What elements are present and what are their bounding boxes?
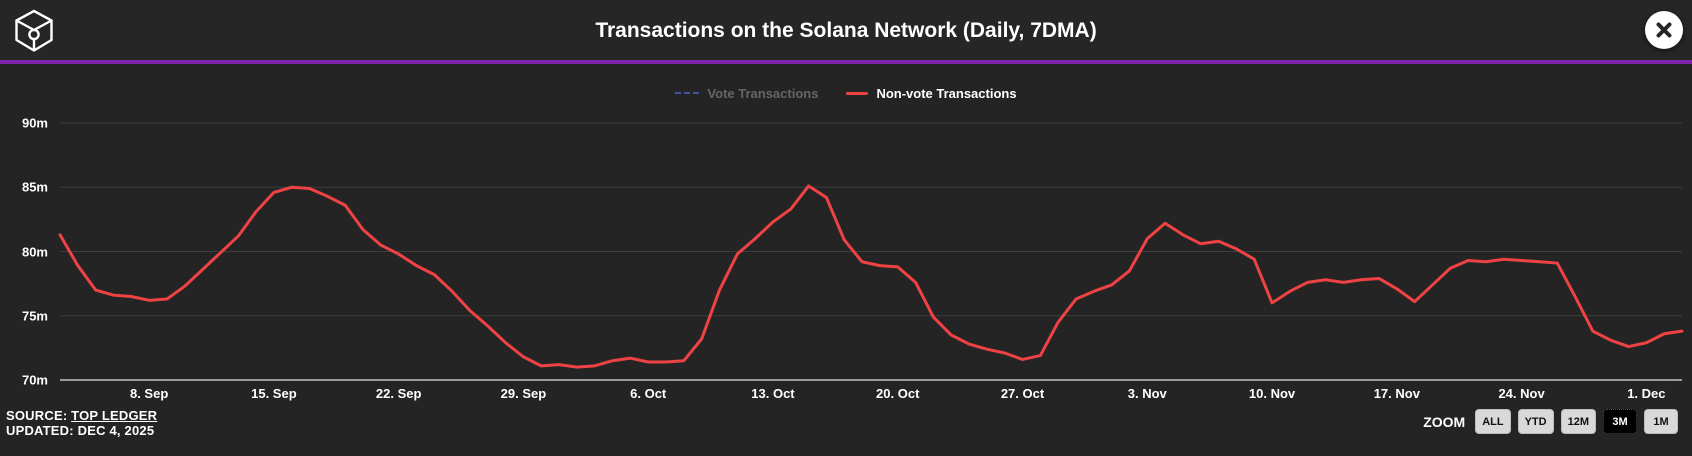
y-axis-label: 75m [21, 308, 48, 324]
y-axis-label: 70m [21, 372, 48, 388]
close-button[interactable] [1645, 11, 1683, 49]
page-title: Transactions on the Solana Network (Dail… [595, 19, 1097, 42]
zoom-label: ZOOM [1423, 413, 1466, 430]
chart-legend: Vote Transactions Non-vote Transactions [0, 83, 1692, 103]
zoom-button-ytd[interactable]: YTD [1517, 409, 1554, 434]
x-axis-label: 17. Nov [1373, 386, 1420, 401]
x-axis-label: 1. Dec [1627, 386, 1666, 401]
y-axis-label: 85m [21, 179, 48, 195]
legend-label: Vote Transactions [707, 85, 819, 101]
legend-label: Non-vote Transactions [876, 85, 1017, 101]
zoom-button-1m[interactable]: 1M [1644, 409, 1678, 434]
source-info: SOURCE: TOP LEDGER UPDATED: DEC 4, 2025 [6, 408, 157, 438]
zoom-button-12m[interactable]: 12M [1560, 409, 1596, 434]
x-axis-label: 8. Sep [129, 386, 169, 401]
close-icon [1656, 22, 1672, 38]
x-axis-label: 6. Oct [630, 386, 667, 401]
zoom-button-3m[interactable]: 3M [1603, 409, 1637, 434]
x-axis-label: 10. Nov [1248, 386, 1296, 401]
x-axis-label: 24. Nov [1498, 386, 1545, 401]
cube-logo-icon[interactable] [10, 7, 58, 55]
x-axis-label: 22. Sep [375, 386, 422, 401]
updated-line: UPDATED: DEC 4, 2025 [6, 423, 155, 438]
source-prefix: SOURCE: [6, 408, 68, 423]
header-bar: Transactions on the Solana Network (Dail… [0, 0, 1692, 64]
legend-item-nonvote-transactions[interactable]: Non-vote Transactions [846, 85, 1017, 101]
x-axis-label: 29. Sep [500, 386, 547, 401]
x-axis-label: 27. Oct [1000, 386, 1045, 401]
dashed-line-marker-icon [675, 92, 700, 94]
x-axis-label: 20. Oct [876, 386, 920, 401]
y-axis-label: 80m [21, 244, 48, 259]
y-axis-label: 90m [21, 115, 48, 131]
zoom-button-all[interactable]: ALL [1475, 409, 1511, 434]
series-line-nonvote-transactions [58, 184, 1684, 369]
x-axis-label: 13. Oct [751, 386, 795, 401]
x-axis-label: 3. Nov [1127, 386, 1167, 401]
solid-line-marker-icon [846, 91, 869, 95]
zoom-controls: ZOOM ALL YTD 12M 3M 1M [1423, 409, 1678, 434]
source-line: SOURCE: TOP LEDGER [6, 408, 157, 423]
x-axis-label: 15. Sep [251, 386, 297, 401]
source-link[interactable]: TOP LEDGER [71, 408, 158, 423]
legend-item-vote-transactions[interactable]: Vote Transactions [675, 86, 818, 101]
